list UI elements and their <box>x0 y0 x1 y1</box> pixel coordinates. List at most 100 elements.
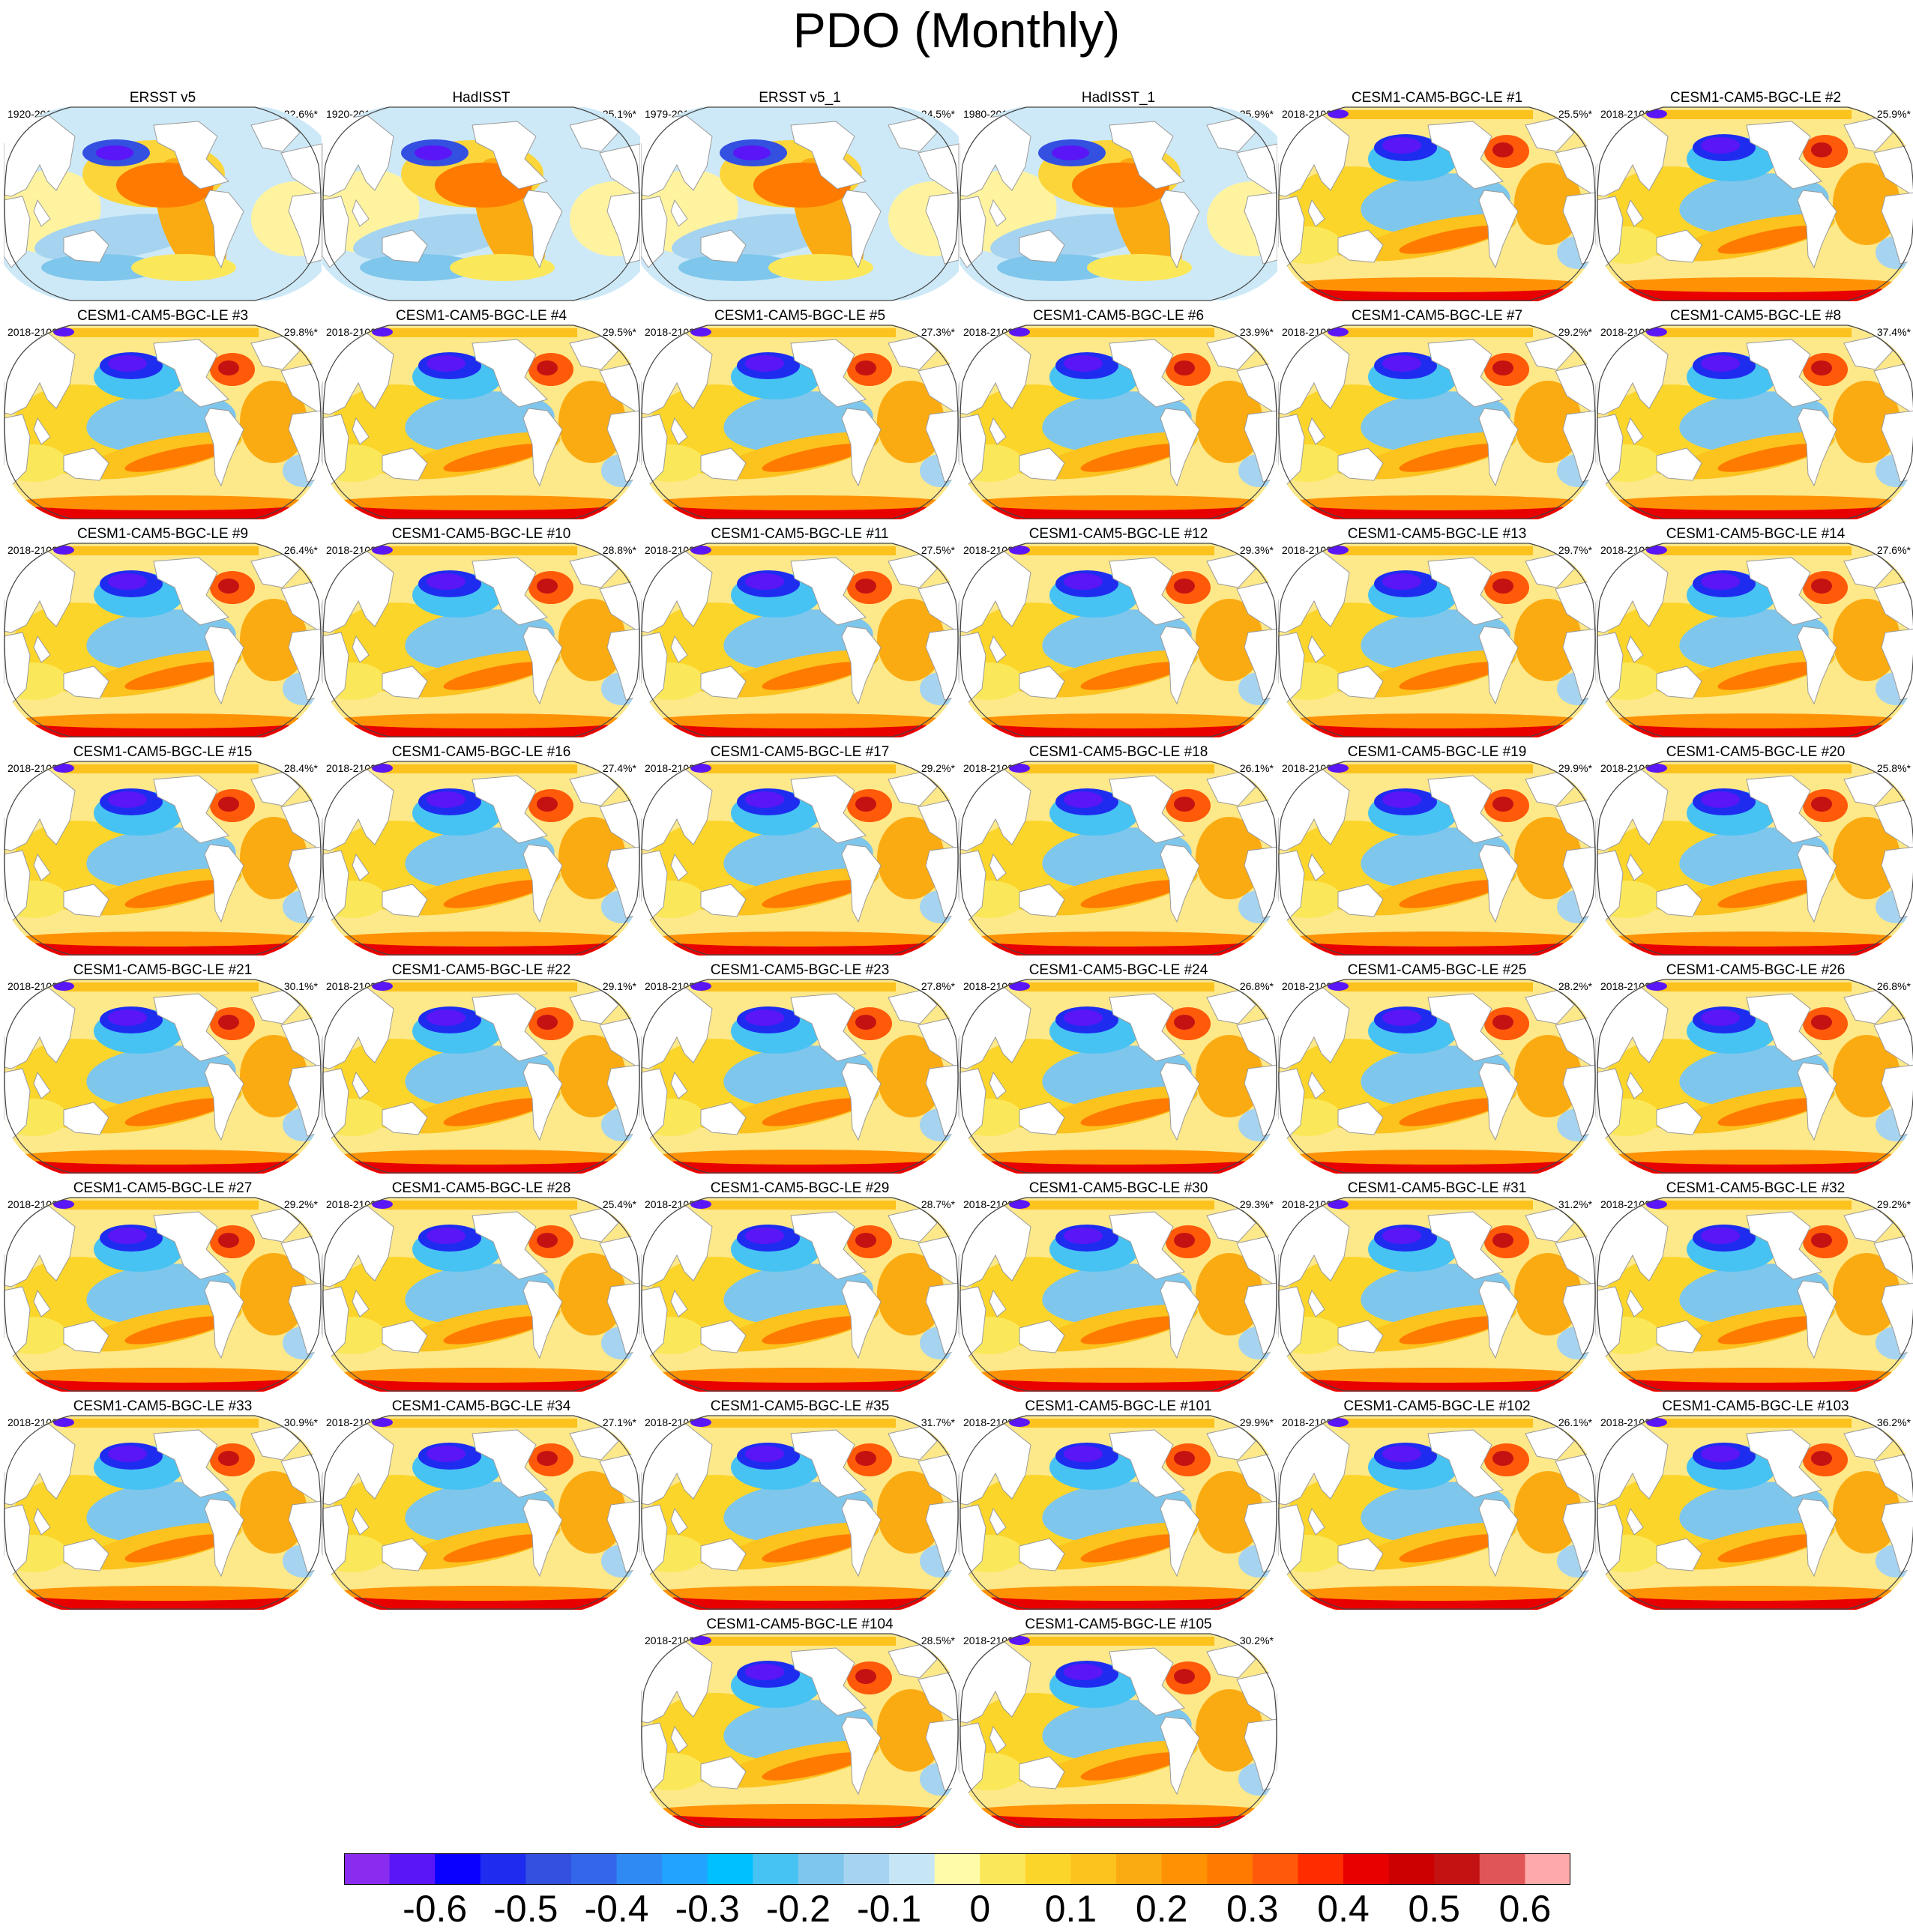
map-panel: CESM1-CAM5-BGC-LE #26 2018-2100 26.8%* <box>1597 962 1913 1174</box>
panel-variance: 31.2%* <box>1558 1198 1592 1210</box>
anomaly-region <box>1701 1446 1740 1462</box>
map-panel: CESM1-CAM5-BGC-LE #22 2018-2100 29.1%* <box>322 962 640 1174</box>
colorbar-swatch <box>798 1853 845 1885</box>
land-north-america <box>1427 557 1504 626</box>
land-africa-west <box>1562 1282 1596 1355</box>
anomaly-region <box>1606 932 1906 947</box>
land-india <box>989 1725 1007 1754</box>
land-south-america <box>841 626 882 705</box>
arctic-band <box>701 1419 896 1428</box>
panel-title: CESM1-CAM5-BGC-LE #30 <box>1028 1180 1208 1196</box>
arctic-anomaly <box>1009 1200 1030 1209</box>
anomaly-region <box>1492 1015 1513 1030</box>
map-outline <box>1278 324 1596 519</box>
land-australia <box>1337 1102 1384 1135</box>
land-india <box>1307 1071 1325 1099</box>
arctic-band <box>1019 328 1214 337</box>
land-africa-west <box>925 846 959 919</box>
anomaly-region <box>1064 791 1103 808</box>
anomaly-region <box>1492 360 1513 375</box>
land-north-america <box>1109 1647 1185 1716</box>
panel-variance: 28.7%* <box>921 1198 955 1210</box>
map-outline <box>1278 106 1596 301</box>
anomaly-region <box>415 145 452 160</box>
map-panel: CESM1-CAM5-BGC-LE #101 2018-2100 29.9%* <box>959 1398 1277 1610</box>
anomaly-region <box>1514 163 1582 245</box>
arctic-anomaly <box>53 546 74 555</box>
panel-title: CESM1-CAM5-BGC-LE #33 <box>73 1398 253 1414</box>
map-field <box>1278 1198 1596 1392</box>
anomaly-region <box>1064 355 1103 372</box>
land-north-america <box>1746 775 1822 844</box>
anomaly-region <box>427 1446 466 1462</box>
land-australia <box>382 884 428 917</box>
arctic-band <box>1657 982 1852 991</box>
land-south-america <box>1797 844 1837 923</box>
map-svg <box>1597 761 1913 956</box>
panel-variance: 29.2%* <box>1876 1198 1911 1210</box>
anomaly-region <box>650 1804 950 1819</box>
map-svg <box>1278 324 1596 519</box>
anomaly-region <box>558 1471 626 1554</box>
land-south-america <box>1797 190 1837 269</box>
arctic-band <box>1338 1201 1533 1210</box>
map-outline <box>1278 1415 1596 1610</box>
arctic-band <box>1657 1201 1852 1210</box>
map-panel: CESM1-CAM5-BGC-LE #102 2018-2100 26.1%* <box>1278 1398 1596 1610</box>
arctic-anomaly <box>1328 109 1349 118</box>
anomaly-region <box>650 713 950 728</box>
panel-title: CESM1-CAM5-BGC-LE #25 <box>1347 962 1527 978</box>
anomaly-region <box>1399 444 1502 472</box>
anomaly-region <box>537 579 558 594</box>
panel-variance: 28.8%* <box>602 544 636 556</box>
anomaly-region <box>678 254 798 281</box>
land-north-america <box>1109 1211 1185 1280</box>
map-field <box>1597 1198 1913 1392</box>
panel-variance: 36.2%* <box>1876 1416 1911 1428</box>
land-india <box>1626 853 1644 881</box>
panel-title: CESM1-CAM5-BGC-LE #101 <box>1025 1398 1212 1414</box>
anomaly-region <box>1064 1009 1103 1026</box>
arctic-band <box>1019 546 1214 555</box>
map-svg <box>1597 324 1913 519</box>
anomaly-region <box>1833 1035 1900 1117</box>
anomaly-region <box>427 1228 466 1244</box>
arctic-band <box>382 1201 577 1210</box>
anomaly-region <box>1080 1098 1184 1126</box>
land-greenland <box>250 1207 301 1243</box>
anomaly-region <box>331 1368 631 1383</box>
land-africa-west <box>1881 628 1913 701</box>
map-panel: CESM1-CAM5-BGC-LE #25 2018-2100 28.2%* <box>1278 962 1596 1174</box>
panel-variance: 23.9%* <box>1239 326 1274 338</box>
panel-variance: 31.7%* <box>921 1416 955 1428</box>
arctic-anomaly <box>1646 764 1667 773</box>
map-field <box>641 325 959 519</box>
map-outline <box>641 979 959 1174</box>
panel-title: CESM1-CAM5-BGC-LE #31 <box>1347 1180 1527 1196</box>
anomaly-region <box>997 254 1117 281</box>
arctic-band <box>1338 546 1533 555</box>
land-south-america <box>1478 1498 1519 1578</box>
anomaly-region <box>1811 360 1832 375</box>
land-north-america <box>472 557 548 626</box>
anomaly-region <box>968 1368 1268 1383</box>
anomaly-region <box>13 495 313 510</box>
anomaly-region <box>877 1253 945 1335</box>
anomaly-region <box>877 1035 945 1117</box>
anomaly-region <box>537 360 558 375</box>
map-panel: ERSST v5 1920-2017 22.6%* <box>4 90 322 301</box>
land-africa-west <box>1562 410 1596 483</box>
land-north-america <box>472 1211 548 1280</box>
map-svg <box>1278 106 1596 301</box>
panel-variance: 29.3%* <box>1239 1198 1274 1210</box>
map-field <box>959 543 1277 737</box>
map-svg <box>959 1197 1277 1392</box>
map-svg <box>959 106 1277 301</box>
anomaly-region <box>855 360 876 375</box>
land-india <box>670 1289 688 1317</box>
anomaly-region <box>877 599 945 681</box>
anomaly-region <box>1717 880 1821 908</box>
colorbar-tick-label: -0.1 <box>857 1888 922 1930</box>
anomaly-region <box>1833 1471 1900 1554</box>
land-south-america <box>204 844 244 923</box>
